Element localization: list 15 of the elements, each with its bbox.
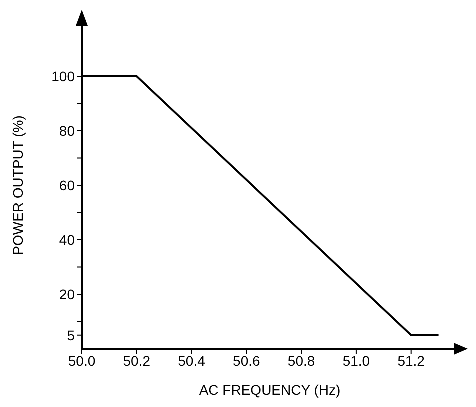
x-tick-label: 50.6 bbox=[233, 352, 261, 369]
x-tick-label: 51.0 bbox=[342, 352, 370, 369]
x-tick-label: 50.2 bbox=[123, 352, 151, 369]
y-tick-label: 5 bbox=[67, 327, 76, 344]
x-axis-title: AC FREQUENCY (Hz) bbox=[199, 382, 341, 398]
y-tick-label: 100 bbox=[52, 68, 76, 84]
x-tick-label: 50.0 bbox=[68, 352, 96, 369]
y-tick-label: 80 bbox=[59, 122, 76, 139]
x-tick-label: 50.8 bbox=[288, 352, 316, 369]
y-tick-label: 20 bbox=[59, 286, 76, 302]
y-axis-title: POWER OUTPUT (%) bbox=[10, 116, 26, 256]
y-tick-label: 60 bbox=[59, 177, 76, 194]
y-tick-label: 40 bbox=[59, 232, 76, 248]
x-tick-label: 51.2 bbox=[398, 352, 426, 369]
x-tick-label: 50.4 bbox=[178, 352, 206, 369]
